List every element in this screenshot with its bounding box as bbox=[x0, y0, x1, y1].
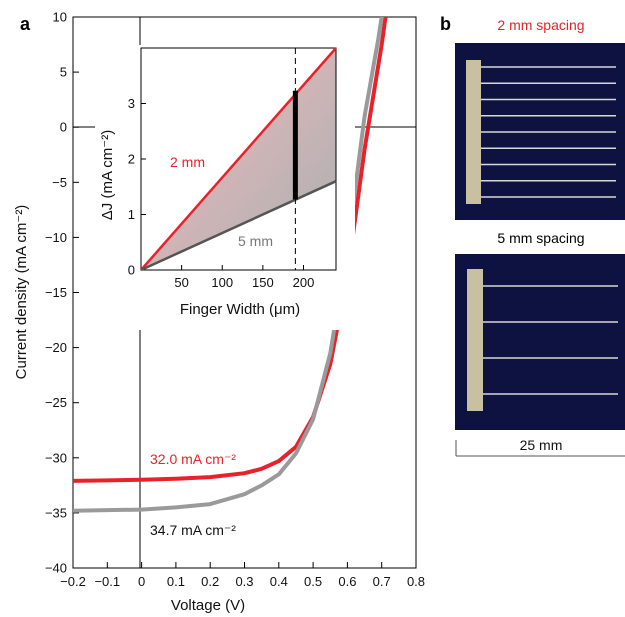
main-y-tick-label: −40 bbox=[45, 561, 67, 576]
inset-y-tick-label: 3 bbox=[128, 96, 135, 111]
main-y-tick-label: −15 bbox=[45, 285, 67, 300]
main-y-tick-label: −35 bbox=[45, 505, 67, 520]
inset-5mm-label: 5 mm bbox=[238, 233, 273, 249]
main-x-tick-label: 0.1 bbox=[167, 574, 185, 589]
inset-2mm-label: 2 mm bbox=[170, 154, 205, 170]
main-x-tick-label: 0.4 bbox=[270, 574, 288, 589]
main-chart: −0.2 −0.1 0 0.1 0.2 0.3 0.4 0.5 0.6 0.7 0.81050−5−… bbox=[13, 10, 425, 615]
inset-x-tick-label: 150 bbox=[252, 275, 274, 290]
gray-curve-annotation: 34.7 mA cm⁻² bbox=[150, 522, 236, 538]
main-y-tick-label: −5 bbox=[52, 175, 67, 190]
main-y-axis-label: Current density (mA cm⁻²) bbox=[13, 205, 30, 380]
main-x-tick-label: 0.7 bbox=[373, 574, 391, 589]
scale-bar bbox=[455, 440, 625, 457]
main-y-tick-label: −20 bbox=[45, 340, 67, 355]
top-photo-label: 2 mm spacing bbox=[497, 17, 584, 33]
main-x-axis-label: Voltage (V) bbox=[171, 597, 245, 614]
main-y-tick-label: 5 bbox=[60, 65, 67, 80]
inset-chart: 50 100 150 200 0 1 2 3 Finger Width (μm) ΔJ (mA… bbox=[95, 45, 355, 330]
main-y-tick-label: −10 bbox=[45, 230, 67, 245]
main-x-tick-label: −0.2 bbox=[60, 574, 86, 589]
panel-label-a: a bbox=[20, 14, 31, 34]
red-jv-curve bbox=[73, 17, 388, 483]
main-x-tick-label: 0.5 bbox=[304, 574, 322, 589]
photo-panel: 2 mm spacing 5 mm spacing 25 mm bbox=[455, 17, 625, 457]
main-x-tick-label: 0.2 bbox=[201, 574, 219, 589]
main-x-tick-label: −0.1 bbox=[94, 574, 120, 589]
main-x-tick-label: 0.3 bbox=[235, 574, 253, 589]
bottom-cell-photo bbox=[455, 254, 625, 430]
main-y-tick-label: 10 bbox=[53, 10, 67, 25]
main-y-tick-label: −30 bbox=[45, 450, 67, 465]
inset-y-tick-label: 1 bbox=[128, 207, 135, 222]
main-x-tick-label: 0.8 bbox=[407, 574, 425, 589]
inset-5mm-line bbox=[140, 180, 337, 272]
inset-y-axis-label: ΔJ (mA cm⁻²) bbox=[99, 130, 116, 220]
main-y-tick-label: 0 bbox=[60, 120, 67, 135]
inset-x-tick-label: 50 bbox=[174, 275, 188, 290]
bottom-busbar bbox=[467, 269, 483, 411]
inset-y-tick-label: 0 bbox=[128, 263, 135, 278]
main-x-tick-label: 0.6 bbox=[338, 574, 356, 589]
inset-2mm-line bbox=[140, 47, 337, 271]
panel-label-b: b bbox=[440, 14, 451, 34]
inset-x-tick-label: 200 bbox=[293, 275, 315, 290]
main-x-tick-label: 0 bbox=[138, 574, 145, 589]
inset-x-tick-label: 100 bbox=[211, 275, 233, 290]
inset-y-tick-label: 2 bbox=[128, 152, 135, 167]
inset-x-axis-label: Finger Width (μm) bbox=[180, 301, 300, 318]
top-busbar bbox=[466, 60, 481, 204]
bottom-photo-label: 5 mm spacing bbox=[497, 230, 584, 246]
gray-jv-curve bbox=[73, 17, 384, 513]
scale-bar-label: 25 mm bbox=[520, 437, 563, 453]
red-curve-annotation: 32.0 mA cm⁻² bbox=[150, 451, 236, 467]
main-y-tick-label: −25 bbox=[45, 395, 67, 410]
